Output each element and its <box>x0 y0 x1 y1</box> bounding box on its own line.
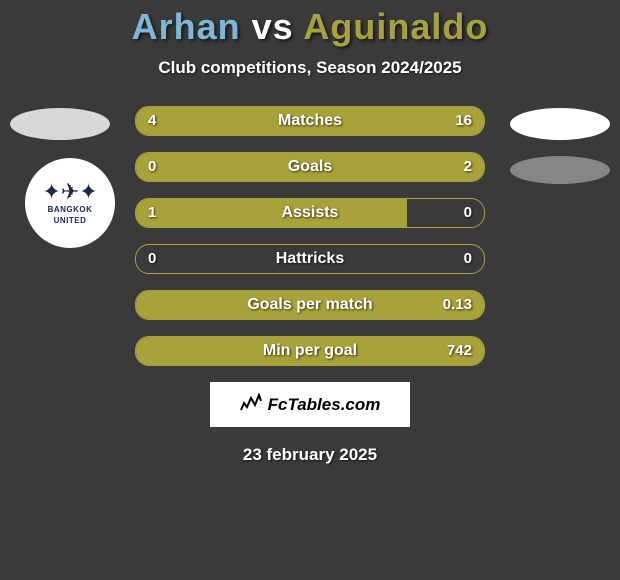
bar-value-right: 0 <box>464 245 472 273</box>
bar-label: Matches <box>136 107 484 135</box>
stat-bar-row: Min per goal742 <box>135 336 485 366</box>
brand-icon <box>240 393 262 416</box>
stat-bar-row: 0Hattricks0 <box>135 244 485 274</box>
club-logo-line1: BANGKOK <box>48 205 93 214</box>
stat-bars: 4Matches160Goals21Assists00Hattricks0Goa… <box>135 106 485 366</box>
bar-label: Goals <box>136 153 484 181</box>
stat-bar-row: 1Assists0 <box>135 198 485 228</box>
club-logo-line2: UNITED <box>54 216 87 225</box>
vs-text: vs <box>252 6 294 47</box>
brand-box: FcTables.com <box>210 382 410 427</box>
comparison-content: ✦✈✦ BANGKOK UNITED 4Matches160Goals21Ass… <box>0 106 620 465</box>
subtitle: Club competitions, Season 2024/2025 <box>0 58 620 78</box>
player1-badge <box>10 108 110 140</box>
player2-name: Aguinaldo <box>303 6 488 47</box>
comparison-title: Arhan vs Aguinaldo <box>0 0 620 48</box>
bar-label: Min per goal <box>136 337 484 365</box>
bar-value-right: 16 <box>455 107 472 135</box>
bar-value-right: 2 <box>464 153 472 181</box>
bar-label: Goals per match <box>136 291 484 319</box>
stat-bar-row: 4Matches16 <box>135 106 485 136</box>
bar-value-right: 742 <box>447 337 472 365</box>
club-logo: ✦✈✦ BANGKOK UNITED <box>25 158 115 248</box>
player2-badge-2 <box>510 156 610 184</box>
date-text: 23 february 2025 <box>0 445 620 465</box>
bar-label: Hattricks <box>136 245 484 273</box>
bar-value-right: 0 <box>464 199 472 227</box>
bar-value-right: 0.13 <box>443 291 472 319</box>
brand-text: FcTables.com <box>268 395 381 415</box>
stat-bar-row: Goals per match0.13 <box>135 290 485 320</box>
player2-badge <box>510 108 610 140</box>
bar-label: Assists <box>136 199 484 227</box>
player1-name: Arhan <box>132 6 241 47</box>
club-logo-icon: ✦✈✦ <box>42 181 97 203</box>
stat-bar-row: 0Goals2 <box>135 152 485 182</box>
